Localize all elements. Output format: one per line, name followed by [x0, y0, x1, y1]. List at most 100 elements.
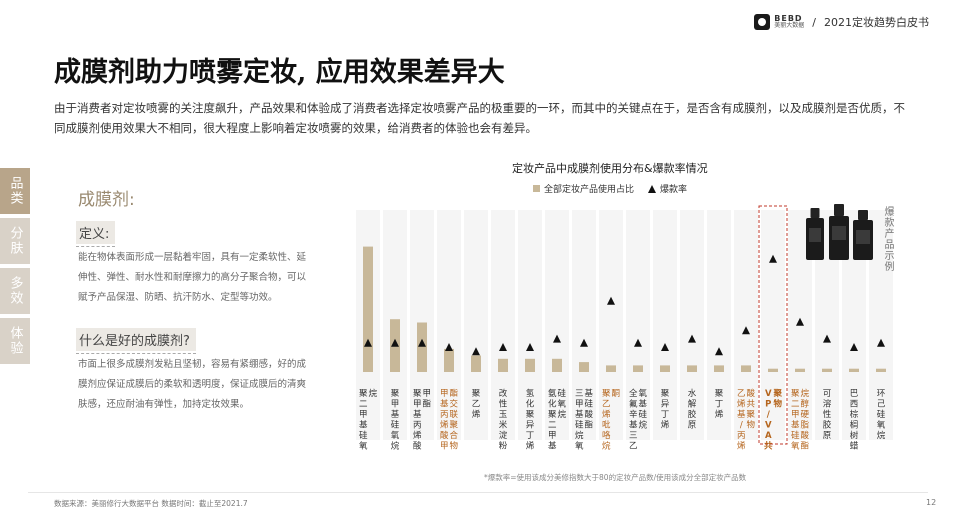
tab-experience[interactable]: 体验	[0, 318, 30, 364]
legend-bar-swatch	[533, 185, 540, 192]
category-label-char: 三	[575, 389, 584, 399]
category-label-char: 乙	[737, 389, 746, 399]
category-label-char: 酸	[746, 388, 755, 399]
category-label-char: 溶	[823, 399, 832, 410]
category-label-char: 丙	[737, 431, 746, 441]
category-label-char: 水	[688, 388, 697, 399]
header: BEBD 美丽大数据 / 2021定妆趋势白皮书	[754, 14, 929, 30]
usage-bar	[444, 348, 454, 372]
category-label-char: 硅	[791, 430, 800, 441]
category-label-char: /	[767, 410, 771, 420]
page-number: 12	[926, 498, 937, 507]
category-column	[464, 210, 488, 440]
category-label-char: 二	[548, 421, 557, 431]
category-label-char: 氧	[877, 420, 886, 431]
category-label-char: 甲	[440, 442, 449, 452]
category-label-char: 酸	[440, 430, 449, 441]
category-label-char: 酯	[449, 389, 458, 399]
category-label-char: 烯	[715, 409, 724, 420]
category-label-char: /	[740, 421, 743, 431]
category-label-char: 丙	[413, 421, 422, 431]
category-label-char: 硅	[557, 388, 566, 399]
category-label-char: 环	[877, 389, 886, 399]
usage-bar	[606, 365, 616, 372]
category-label-char: 酯	[422, 400, 431, 410]
category-label-char: 甲	[391, 400, 400, 410]
category-column	[491, 210, 515, 440]
category-label-char: 基	[638, 399, 647, 410]
category-column	[572, 210, 596, 440]
hit-rate-marker	[391, 338, 399, 347]
data-source: 数据来源：美丽修行大数据平台 数据时间：截止至2021.7	[54, 499, 248, 508]
definition-label: 定义:	[76, 221, 116, 247]
usage-bar	[795, 368, 805, 372]
category-label-char: 酮	[611, 389, 620, 399]
category-label-char: 基	[737, 409, 746, 420]
category-label-char: 丁	[526, 431, 535, 441]
category-label-char: 甲	[548, 431, 557, 441]
category-label-char: 烯	[440, 420, 449, 431]
category-label-char: 丙	[440, 410, 449, 420]
category-label-char: 烷	[557, 409, 566, 420]
category-label-char: 酯	[584, 421, 593, 431]
category-label-char: 聚	[449, 421, 458, 431]
chart-title: 定妆产品中成膜剂使用分布&爆款率情况	[512, 162, 708, 175]
category-label-char: 烷	[391, 441, 400, 452]
hit-rate-marker	[769, 254, 777, 263]
logo-sub-text: 美丽大数据	[774, 22, 805, 29]
category-label-char: 物	[746, 420, 755, 431]
category-label-char: 烯	[472, 409, 481, 420]
category-label-char: 聚	[413, 389, 422, 399]
category-column	[518, 210, 542, 440]
usage-bar	[660, 365, 670, 372]
category-label-char: 聚	[526, 410, 535, 420]
category-label-char: 聚	[472, 389, 481, 399]
category-label-char: 丁	[715, 400, 724, 410]
category-label-char: 化	[548, 399, 557, 410]
tab-category[interactable]: 品类	[0, 168, 30, 214]
category-label-char: 聚	[548, 410, 557, 420]
category-label-char: 交	[449, 399, 458, 410]
hit-rate-marker	[364, 338, 372, 347]
category-column	[680, 210, 704, 440]
usage-bar	[849, 368, 859, 372]
category-label-char: 酯	[800, 442, 809, 452]
category-label-char: 烷	[368, 388, 377, 399]
category-label-char: 原	[688, 421, 697, 431]
usage-bar	[498, 358, 508, 372]
brand-logo: BEBD 美丽大数据	[754, 14, 804, 30]
category-label-char: 烷	[638, 420, 647, 431]
category-label-char: 玉	[499, 410, 508, 420]
category-label-char: 硅	[391, 420, 400, 431]
category-label-char: 基	[584, 388, 593, 399]
footer-divider	[28, 492, 928, 493]
logo-main-text: BEBD	[774, 14, 803, 23]
category-label-char: 聚	[391, 389, 400, 399]
category-label-char: 酸	[413, 441, 422, 452]
category-label-char: 氢	[526, 388, 535, 399]
category-label-char: 三	[629, 431, 638, 441]
usage-bar	[876, 368, 886, 372]
category-label-char: 二	[359, 400, 368, 410]
category-label-char: 聚	[772, 388, 782, 399]
category-label-char: 甲	[422, 389, 431, 399]
category-label-char: 烯	[602, 409, 611, 420]
category-label-char: 解	[688, 399, 697, 410]
category-label-char: 基	[413, 409, 422, 420]
logo-icon	[754, 14, 771, 30]
category-label-char: 乙	[629, 442, 638, 452]
hit-rate-marker	[580, 338, 588, 347]
category-label-char: 聚	[602, 389, 611, 399]
category-label-char: 烯	[737, 399, 746, 410]
tab-multi-effect[interactable]: 多效	[0, 268, 30, 314]
hit-rate-marker	[661, 343, 669, 351]
category-label-char: 基	[548, 441, 557, 452]
category-label-char: 原	[823, 431, 832, 441]
category-label-char: V	[765, 421, 772, 431]
category-label-char: 硬	[800, 410, 809, 420]
intro-paragraph: 由于消费者对定妆喷雾的关注度飙升，产品效果和体验成了消费者选择定妆喷雾产品的极重…	[54, 101, 905, 135]
category-label-char: 烷	[800, 388, 809, 399]
tab-skin-type[interactable]: 分肤	[0, 218, 30, 264]
category-label-char: 全	[629, 388, 638, 399]
category-label-char: 丁	[661, 410, 670, 420]
